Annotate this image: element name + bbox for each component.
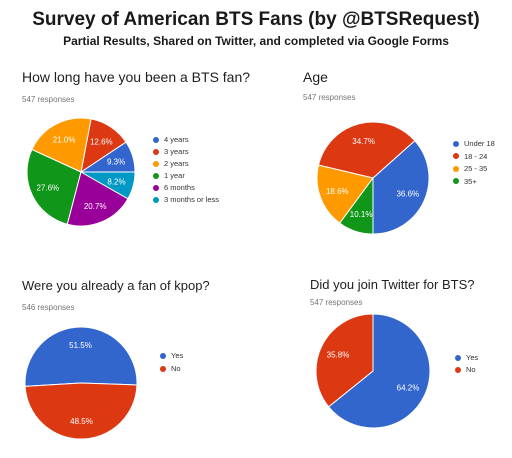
legend-label: 1 year bbox=[164, 171, 185, 180]
legend-label: No bbox=[466, 365, 476, 374]
legend-swatch bbox=[453, 153, 459, 159]
legend-label: Under 18 bbox=[464, 139, 495, 148]
legend-item: Under 18 bbox=[453, 139, 495, 148]
pie-slice-label: 10.1% bbox=[350, 210, 373, 219]
legend-swatch bbox=[455, 354, 461, 361]
pie-slice-1-year bbox=[26, 148, 82, 225]
legend-swatch bbox=[153, 136, 159, 143]
legend-label: 18 - 24 bbox=[464, 151, 488, 161]
pie-slice-35- bbox=[339, 176, 374, 235]
pie-slice-yes bbox=[24, 326, 138, 387]
legend-label: Yes bbox=[466, 353, 479, 362]
chart-response-count: 547 responses bbox=[310, 298, 363, 307]
chart-title: Were you already a fan of kpop? bbox=[22, 278, 210, 293]
legend-swatch bbox=[153, 172, 159, 179]
pie-slice-label: 8.2% bbox=[107, 177, 125, 186]
legend-item: 6 months bbox=[153, 183, 195, 192]
legend-swatch bbox=[153, 148, 159, 155]
legend-item: No bbox=[160, 364, 181, 373]
legend-swatch bbox=[453, 178, 459, 184]
legend-swatch bbox=[153, 160, 159, 167]
legend-label: No bbox=[171, 364, 181, 373]
legend-swatch bbox=[160, 352, 166, 359]
legend-item: 1 year bbox=[153, 171, 185, 180]
legend-label: 2 years bbox=[164, 159, 189, 168]
chart-response-count: 546 responses bbox=[22, 303, 75, 312]
legend-label: 3 years bbox=[164, 147, 189, 156]
pie-slice-2-years bbox=[31, 117, 92, 173]
legend-item: 18 - 24 bbox=[453, 152, 487, 161]
pie-slice-label: 48.5% bbox=[70, 417, 93, 426]
pie-slice-label: 64.2% bbox=[397, 384, 420, 393]
pie-slice-label: 18.6% bbox=[326, 187, 349, 196]
pie-slice-under-18 bbox=[372, 139, 430, 235]
legend-swatch bbox=[453, 140, 459, 147]
legend-item: 4 years bbox=[153, 135, 189, 144]
pie-slice-no bbox=[24, 382, 138, 440]
legend-item: No bbox=[455, 365, 476, 374]
legend-label: 35+ bbox=[464, 176, 477, 186]
chart-title: Age bbox=[303, 69, 328, 85]
pie-slice-no bbox=[315, 313, 374, 408]
legend-item: 3 years bbox=[153, 147, 189, 156]
legend-label: 3 months or less bbox=[164, 195, 220, 204]
chart-response-count: 547 responses bbox=[22, 95, 75, 104]
legend-label: 4 years bbox=[164, 135, 189, 144]
legend-swatch bbox=[160, 365, 166, 372]
legend-item: 25 - 35 bbox=[453, 164, 487, 173]
legend-label: 6 months bbox=[164, 183, 195, 192]
page-subtitle: Partial Results, Shared on Twitter, and … bbox=[63, 34, 449, 48]
pie-slice-label: 21.0% bbox=[53, 135, 76, 144]
legend-label: 25 - 35 bbox=[464, 164, 488, 173]
pie-slice-yes bbox=[327, 313, 431, 429]
pie-slice-6-months bbox=[66, 171, 129, 227]
chart-response-count: 547 responses bbox=[303, 93, 356, 102]
legend-item: 3 months or less bbox=[153, 195, 219, 204]
legend-item: 35+ bbox=[453, 177, 477, 186]
legend-swatch bbox=[455, 366, 461, 373]
pie-slice-label: 20.7% bbox=[84, 202, 107, 211]
pie-slice-label: 36.6% bbox=[396, 190, 419, 199]
legend-item: Yes bbox=[160, 351, 183, 360]
legend-label: Yes bbox=[171, 351, 184, 360]
pie-slice-25-35 bbox=[316, 164, 374, 224]
legend-swatch bbox=[153, 184, 159, 191]
chart-title: How long have you been a BTS fan? bbox=[22, 69, 251, 85]
pie-slice-3-months-or-less bbox=[79, 171, 136, 200]
legend-swatch bbox=[453, 165, 459, 172]
pie-slice-label: 35.8% bbox=[327, 350, 350, 359]
pie-slice-label: 12.6% bbox=[90, 137, 113, 146]
legend-swatch bbox=[153, 196, 159, 203]
pie-slice-18-24 bbox=[317, 121, 416, 179]
pie-slice-label: 27.6% bbox=[36, 184, 59, 193]
pie-slice-label: 51.5% bbox=[69, 341, 92, 350]
chart-title: Did you join Twitter for BTS? bbox=[310, 277, 475, 292]
pie-slice-label: 9.3% bbox=[107, 157, 125, 166]
legend-item: 2 years bbox=[153, 159, 189, 168]
pie-slice-label: 34.7% bbox=[352, 137, 375, 146]
page-title: Survey of American BTS Fans (by @BTSRequ… bbox=[32, 9, 480, 30]
legend-item: Yes bbox=[455, 353, 478, 362]
